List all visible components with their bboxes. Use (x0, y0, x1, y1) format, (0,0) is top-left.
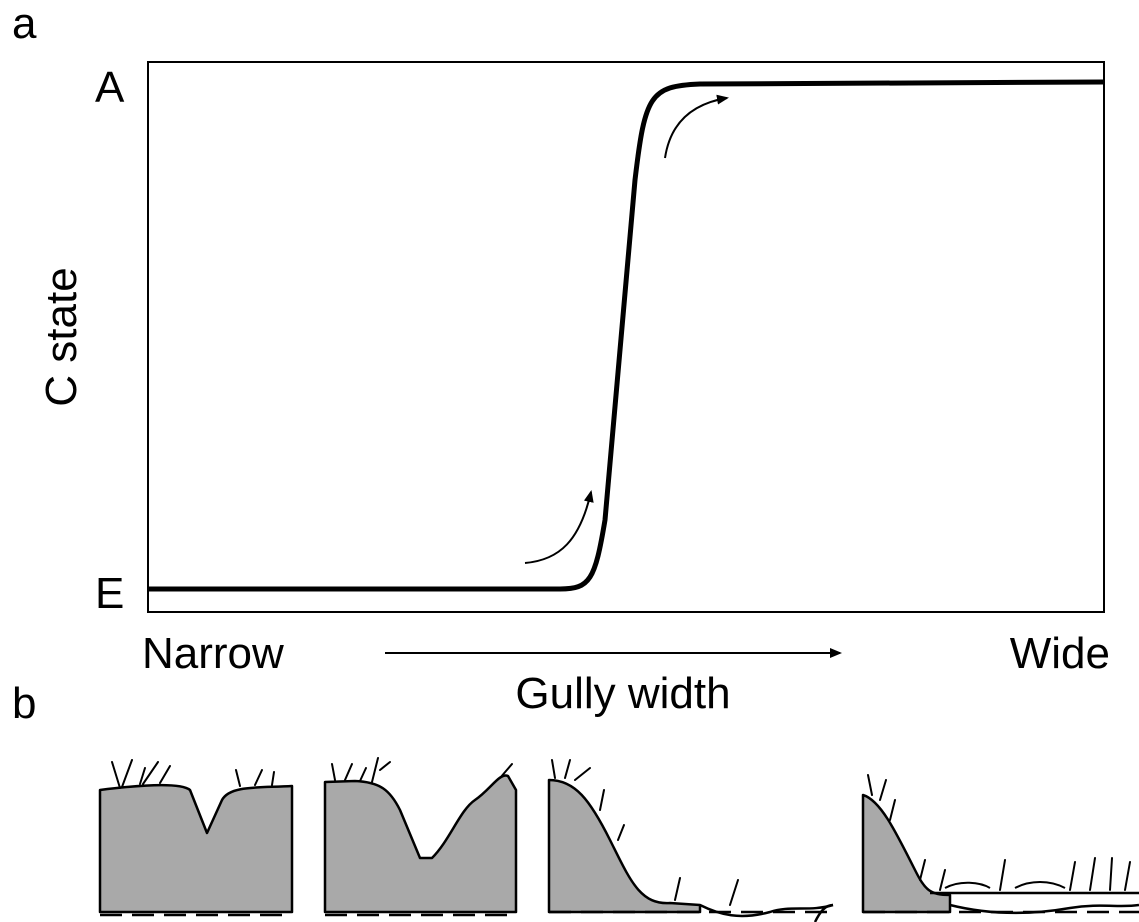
y-axis-title: C state (37, 267, 86, 406)
cross-section-4 (861, 774, 1139, 915)
panel-label: a (12, 0, 37, 48)
x-left-label: Narrow (142, 629, 284, 678)
arrow-up (524, 490, 594, 564)
cross-section-3 (547, 759, 834, 922)
cross-section-2 (323, 757, 518, 917)
cross-section-1 (98, 759, 294, 917)
plot-frame (147, 61, 1105, 613)
y-top-label: A (95, 63, 125, 112)
panel-label: b (12, 679, 36, 728)
y-bottom-label: E (95, 569, 124, 618)
state-curve (148, 79, 1105, 592)
x-axis-title: Gully width (515, 669, 730, 718)
arrow-flat (664, 94, 729, 159)
x-right-label: Wide (1010, 629, 1110, 678)
